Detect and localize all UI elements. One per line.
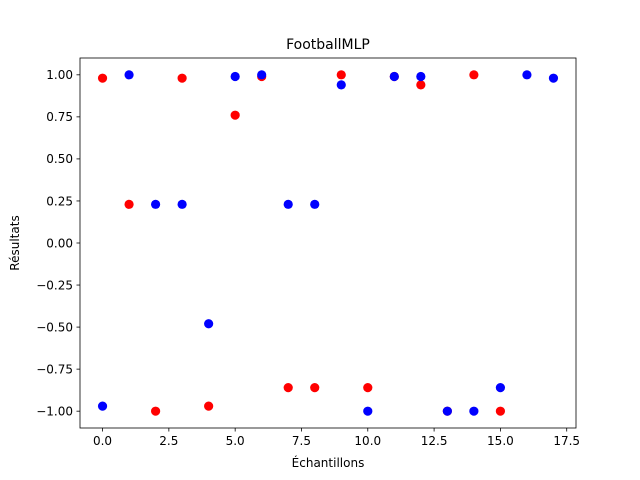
data-point-series-1 xyxy=(522,70,532,80)
y-tick-label: 1.00 xyxy=(46,68,73,82)
data-point-series-0 xyxy=(230,110,240,120)
data-point-series-1 xyxy=(177,199,187,209)
data-point-series-0 xyxy=(363,383,373,393)
chart-title: FootballMLP xyxy=(286,37,370,53)
data-point-series-0 xyxy=(495,406,506,416)
data-point-series-1 xyxy=(310,199,320,209)
y-tick-label: 0.25 xyxy=(46,194,73,208)
y-tick-label: 0.50 xyxy=(46,152,73,166)
y-tick-label: 0.00 xyxy=(46,236,73,250)
y-tick-label: −0.50 xyxy=(36,320,73,334)
data-point-series-1 xyxy=(204,319,214,329)
data-point-series-1 xyxy=(150,199,161,209)
data-point-series-1 xyxy=(363,406,373,416)
y-axis-ticks: −1.00 −0.75 −0.50 −0.25 0.00 0.25 0.50 0.75 1.00 xyxy=(36,68,80,418)
data-point-series-0 xyxy=(283,383,293,393)
data-point-series-1 xyxy=(389,71,399,82)
y-tick-label: −0.25 xyxy=(36,278,73,292)
data-point-series-0 xyxy=(310,383,320,393)
plot-frame xyxy=(79,57,577,429)
data-point-series-1 xyxy=(469,406,479,416)
x-axis-ticks: 0.0 2.5 5.0 7.5 10.0 12.5 15.0 17.5 xyxy=(93,428,580,448)
x-tick-label: 7.5 xyxy=(292,434,311,448)
data-point-series-0 xyxy=(177,73,187,83)
x-tick-label: 2.5 xyxy=(159,434,178,448)
x-tick-label: 10.0 xyxy=(354,434,381,448)
y-tick-label: −0.75 xyxy=(36,362,73,376)
data-point-series-1 xyxy=(97,401,108,411)
data-point-series-0 xyxy=(336,70,346,80)
x-tick-label: 15.0 xyxy=(487,434,514,448)
data-point-series-0 xyxy=(204,401,214,411)
y-tick-label: 0.75 xyxy=(46,110,73,124)
data-point-series-0 xyxy=(97,73,108,83)
data-point-series-1 xyxy=(124,70,134,80)
data-point-series-1 xyxy=(336,80,346,90)
data-point-series-1 xyxy=(416,71,426,82)
data-point-series-0 xyxy=(124,199,134,209)
x-axis-label: Échantillons xyxy=(292,455,365,470)
data-point-series-1 xyxy=(548,73,559,83)
data-point-series-0 xyxy=(416,80,426,90)
x-tick-label: 17.5 xyxy=(553,434,580,448)
data-point-series-1 xyxy=(283,199,293,209)
points-layer xyxy=(97,70,559,416)
data-point-series-1 xyxy=(442,406,452,416)
y-axis-label: Résultats xyxy=(8,215,22,270)
data-point-series-0 xyxy=(150,406,161,416)
data-point-series-1 xyxy=(230,71,240,82)
x-tick-label: 5.0 xyxy=(226,434,245,448)
data-point-series-1 xyxy=(495,383,506,393)
data-point-series-0 xyxy=(469,70,479,80)
data-point-series-1 xyxy=(257,70,267,80)
x-tick-label: 0.0 xyxy=(93,434,112,448)
x-tick-label: 12.5 xyxy=(421,434,448,448)
y-tick-label: −1.00 xyxy=(36,404,73,418)
